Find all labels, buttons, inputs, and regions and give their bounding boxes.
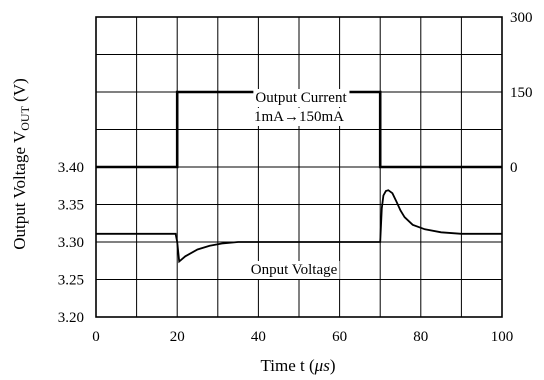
plot-border: [95, 16, 503, 318]
annotation-voltage: Onput Voltage: [251, 262, 338, 278]
annotation-current-step: 1mA→150mA: [254, 109, 344, 125]
output-voltage-line: [96, 189, 502, 264]
y-left-tick-labels: 3.20 3.25 3.30 3.35 3.40: [58, 160, 84, 326]
annotations: Output Current 1mA→150mA Onput Voltage: [248, 89, 350, 279]
x-tick-label: 60: [332, 329, 347, 345]
x-axis-unit: μs: [314, 356, 331, 375]
y-right-tick-label: 0: [510, 160, 518, 176]
annotation-current: Output Current: [255, 90, 347, 106]
y-right-tick-label: 300: [510, 10, 533, 26]
x-tick-label: 80: [413, 329, 428, 345]
y-left-tick-label: 3.25: [58, 273, 84, 289]
y-axis-left-label: Output Voltage VOUT (V): [10, 78, 32, 250]
annotation-background: [248, 261, 340, 279]
x-tick-label: 20: [170, 329, 185, 345]
annotation-background: [253, 89, 350, 107]
y-axis-left-subscript: OUT: [18, 105, 32, 130]
plot-frame: [95, 16, 503, 318]
y-left-tick-label: 3.40: [58, 160, 84, 176]
x-tick-label: 40: [251, 329, 266, 345]
y-right-tick-label: 150: [510, 85, 533, 101]
x-tick-labels: 0 20 40 60 80 100: [92, 329, 513, 345]
y-right-tick-labels: 0 150 300: [510, 10, 533, 176]
annotation-background: [252, 108, 347, 126]
x-tick-label: 100: [491, 329, 514, 345]
x-axis-label: Time t (μs): [261, 356, 336, 375]
x-tick-label: 0: [92, 329, 100, 345]
y-left-tick-label: 3.20: [58, 310, 84, 326]
y-left-tick-label: 3.30: [58, 235, 84, 251]
y-left-tick-label: 3.35: [58, 198, 84, 214]
